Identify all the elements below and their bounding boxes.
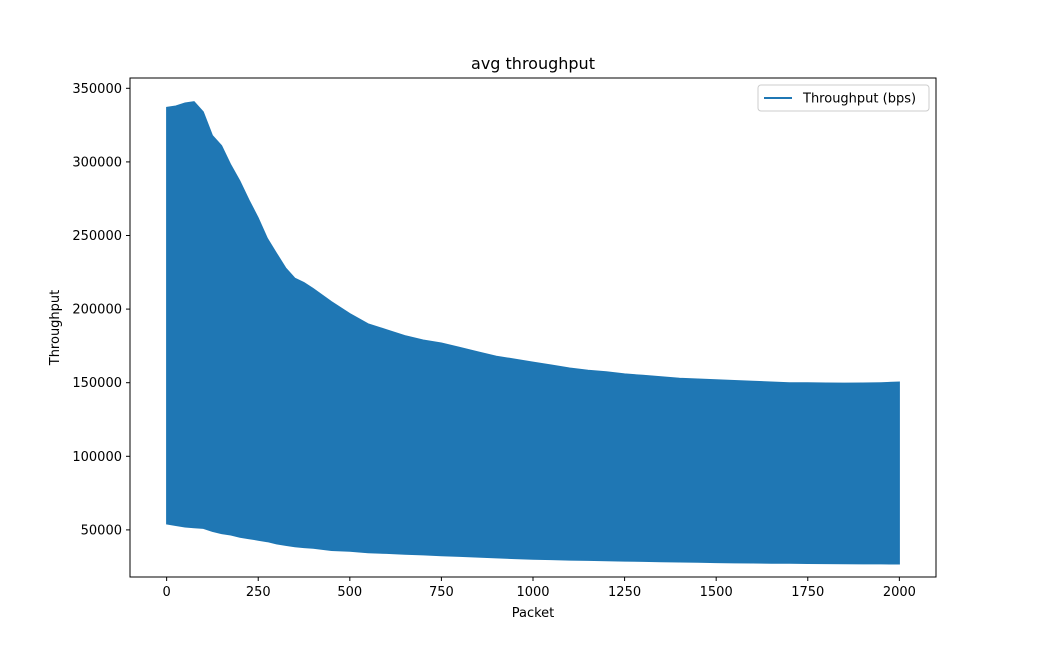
x-axis: 0 250 500 750 1000 1250 1500 1750 2000: [162, 577, 916, 600]
y-tick-label: 350000: [72, 82, 122, 97]
x-tick-label: 0: [162, 585, 170, 600]
legend-box: [757, 84, 930, 112]
y-tick-label: 50000: [81, 523, 122, 538]
legend-label: Throughput (bps): [802, 92, 916, 107]
y-tick-label: 300000: [72, 155, 122, 170]
y-tick-label: 250000: [72, 229, 122, 244]
legend: Throughput (bps): [757, 84, 930, 112]
x-axis-label: Packet: [512, 606, 555, 621]
x-tick-label: 1750: [791, 585, 824, 600]
y-axis-label: Throughput: [48, 290, 63, 367]
series-throughput-band: [166, 101, 900, 565]
x-tick-label: 2000: [883, 585, 916, 600]
plot-area: [166, 101, 900, 565]
chart-title: avg throughput: [471, 54, 595, 73]
x-tick-label: 500: [337, 585, 362, 600]
x-tick-label: 1500: [700, 585, 733, 600]
x-tick-label: 1250: [608, 585, 641, 600]
x-tick-label: 250: [246, 585, 271, 600]
x-tick-label: 750: [429, 585, 454, 600]
y-tick-label: 200000: [72, 303, 122, 318]
y-tick-label: 100000: [72, 450, 122, 465]
y-tick-label: 150000: [72, 376, 122, 391]
x-tick-label: 1000: [516, 585, 549, 600]
y-axis: 50000 100000 150000 200000 250000 300000 35000…: [72, 82, 130, 538]
